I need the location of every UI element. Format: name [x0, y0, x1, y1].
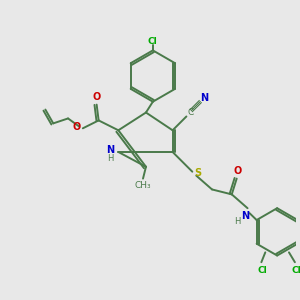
- Text: CH₃: CH₃: [135, 181, 151, 190]
- Text: Cl: Cl: [291, 266, 300, 274]
- Text: N: N: [200, 93, 208, 103]
- Text: O: O: [92, 92, 101, 102]
- Text: N: N: [106, 145, 115, 155]
- Text: Cl: Cl: [257, 266, 267, 274]
- Text: C: C: [187, 108, 194, 117]
- Text: H: H: [235, 217, 241, 226]
- Text: N: N: [242, 211, 250, 221]
- Text: O: O: [234, 166, 242, 176]
- Text: Cl: Cl: [148, 37, 158, 46]
- Text: H: H: [107, 154, 114, 164]
- Text: S: S: [195, 168, 202, 178]
- Text: O: O: [73, 122, 81, 132]
